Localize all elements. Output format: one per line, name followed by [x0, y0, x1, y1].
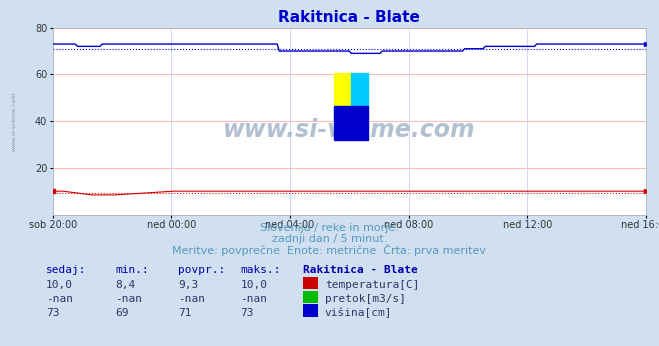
Text: -nan: -nan — [178, 294, 205, 304]
Text: sedaj:: sedaj: — [46, 265, 86, 275]
Text: maks.:: maks.: — [241, 265, 281, 275]
Text: 10,0: 10,0 — [46, 280, 73, 290]
Text: www.si-vreme.com: www.si-vreme.com — [223, 118, 476, 143]
Text: -nan: -nan — [241, 294, 268, 304]
Text: zadnji dan / 5 minut.: zadnji dan / 5 minut. — [272, 234, 387, 244]
Text: -nan: -nan — [115, 294, 142, 304]
Text: Rakitnica - Blate: Rakitnica - Blate — [303, 265, 418, 275]
Bar — [335, 106, 368, 140]
Text: temperatura[C]: temperatura[C] — [325, 280, 419, 290]
Title: Rakitnica - Blate: Rakitnica - Blate — [278, 10, 420, 25]
Text: pretok[m3/s]: pretok[m3/s] — [325, 294, 406, 304]
Bar — [351, 73, 368, 106]
Text: 73: 73 — [241, 308, 254, 318]
Text: povpr.:: povpr.: — [178, 265, 225, 275]
Text: Meritve: povprečne  Enote: metrične  Črta: prva meritev: Meritve: povprečne Enote: metrične Črta:… — [173, 244, 486, 256]
Bar — [335, 73, 351, 106]
Text: 8,4: 8,4 — [115, 280, 136, 290]
Text: Slovenija / reke in morje.: Slovenija / reke in morje. — [260, 223, 399, 233]
Text: 10,0: 10,0 — [241, 280, 268, 290]
Text: višina[cm]: višina[cm] — [325, 308, 392, 318]
Text: -nan: -nan — [46, 294, 73, 304]
Text: min.:: min.: — [115, 265, 149, 275]
Text: www.si-vreme.com: www.si-vreme.com — [12, 91, 16, 151]
Text: 73: 73 — [46, 308, 59, 318]
Text: 9,3: 9,3 — [178, 280, 198, 290]
Text: 69: 69 — [115, 308, 129, 318]
Text: 71: 71 — [178, 308, 191, 318]
